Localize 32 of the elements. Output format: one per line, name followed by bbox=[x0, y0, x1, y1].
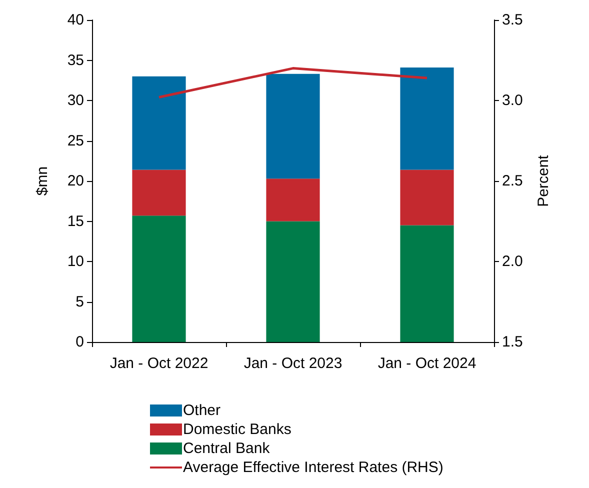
y-tick-label: 25 bbox=[67, 132, 84, 150]
bar bbox=[400, 225, 454, 342]
y2-tick-label: 1.5 bbox=[502, 334, 523, 350]
y-tick-label: 5 bbox=[76, 293, 84, 310]
legend-label: Other bbox=[183, 402, 221, 419]
y-tick-label: 0 bbox=[76, 334, 84, 350]
y2-tick-label: 2.0 bbox=[502, 253, 523, 270]
legend-label: Average Effective Interest Rates (RHS) bbox=[183, 459, 444, 476]
y-tick-label: 40 bbox=[67, 12, 84, 28]
bar bbox=[266, 74, 320, 179]
x-tick-label: Jan - Oct 2022 bbox=[110, 355, 208, 372]
y2-tick-label: 2.5 bbox=[502, 172, 523, 190]
bar bbox=[400, 67, 454, 170]
y-tick-label: 15 bbox=[67, 212, 84, 230]
y-tick-label: 30 bbox=[67, 92, 84, 109]
x-tick-label: Jan - Oct 2023 bbox=[244, 355, 342, 372]
bar bbox=[132, 170, 186, 216]
bar bbox=[132, 76, 186, 170]
y2-tick-label: 3.0 bbox=[502, 92, 523, 109]
y-tick-label: 35 bbox=[67, 52, 84, 69]
y-tick-label: 10 bbox=[67, 253, 84, 270]
bar bbox=[266, 221, 320, 342]
legend-label: Central Bank bbox=[183, 440, 270, 457]
bar bbox=[132, 216, 186, 342]
bar bbox=[266, 178, 320, 222]
y2-tick-label: 3.5 bbox=[502, 12, 523, 28]
x-tick-label: Jan - Oct 2024 bbox=[378, 355, 476, 372]
y-axis-title: $mn bbox=[34, 166, 51, 196]
bar bbox=[400, 170, 454, 226]
y-tick-label: 20 bbox=[67, 172, 84, 190]
legend-label: Domestic Banks bbox=[183, 421, 292, 438]
y2-axis-title: Percent bbox=[535, 154, 552, 207]
